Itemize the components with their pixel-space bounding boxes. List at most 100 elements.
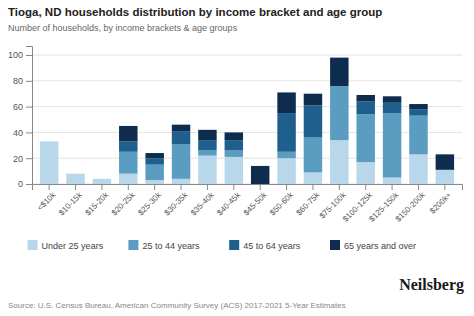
bar [383,113,401,177]
legend-swatch [330,240,340,250]
x-tick-label: $30-35k [163,190,191,218]
y-tick-label: 80 [13,76,23,86]
bar [145,180,163,184]
bar [66,174,84,184]
title: Tioga, ND households distribution by inc… [8,6,382,18]
bar [356,162,374,184]
y-tick: 0 [18,179,32,189]
x-tick: $60-75k [294,184,322,217]
y-tick-mark [26,107,32,108]
y-tick-mark [26,184,32,185]
grid-line [32,80,462,81]
bar [330,140,348,184]
bar [66,173,84,174]
legend-swatch [128,240,138,250]
bar [40,141,58,142]
y-tick-label: 40 [13,128,23,138]
y-tick: 40 [13,128,32,138]
legend-item: Under 25 years [28,240,104,251]
x-tick: $150-200k [394,184,428,224]
bar [225,132,243,140]
legend-item: 65 years and over [330,240,416,251]
x-tick-mark [128,184,129,190]
x-tick-mark [181,184,182,190]
bar [251,166,269,184]
bar [383,96,401,102]
x-tick-mark [233,184,234,190]
legend-label: 25 to 44 years [142,241,200,251]
bar [172,144,190,179]
bar [198,150,216,155]
bar [356,101,374,114]
x-axis-line [33,185,463,191]
bar-series [119,86,428,180]
y-tick-mark [26,132,32,133]
x-tick-label: $50-60k [268,190,296,218]
y-axis: 020406080100 [8,47,33,190]
legend-swatch [28,240,38,250]
bar [225,157,243,184]
legend: Under 25 years 25 to 44 years 45 to 64 yea… [28,240,416,251]
bar [145,165,163,180]
bar [356,114,374,162]
x-tick: $30-35k [163,184,191,217]
bar [93,178,111,179]
x-tick-label: $45-50k [242,190,270,218]
y-axis-line [26,47,33,185]
bar [304,105,322,137]
x-tick-label: $20-25k [110,190,138,218]
bar [409,104,427,109]
x-axis: <$10k$10-15k$15-20k$20-25k$25-30k$30-35k… [33,184,463,224]
bar [119,174,137,184]
x-tick: $15-20k [83,184,111,217]
x-tick: $50-60k [268,184,296,217]
x-tick-mark [312,184,313,190]
y-tick: 80 [13,76,32,86]
y-tick-label: 0 [18,179,23,189]
legend-swatch [229,240,239,250]
bar [304,94,322,106]
subtitle: Number of households, by income brackets… [8,23,238,33]
bar [66,173,84,174]
bar [409,109,427,115]
bar [198,156,216,184]
x-tick-mark [154,184,155,190]
y-tick-mark [26,158,32,159]
legend-item: 45 to 64 years [229,240,301,251]
bar [330,86,348,140]
bar [277,152,295,158]
bar [277,158,295,184]
bar [304,172,322,184]
bar [277,113,295,152]
bar [119,126,137,141]
y-tick-label: 20 [13,154,23,164]
bar [330,58,348,86]
x-tick-mark [418,184,419,190]
bar [145,158,163,164]
bar [40,141,58,142]
y-tick: 100 [8,50,32,60]
bar [93,178,111,179]
x-tick-mark [207,184,208,190]
source: Source: U.S. Census Bureau, American Com… [8,301,346,310]
bar [66,173,84,174]
x-tick: $25-30k [136,184,164,217]
bar-series [119,58,454,184]
y-tick-mark [26,81,32,82]
bar [198,140,216,150]
bars [40,58,454,184]
bar [172,179,190,184]
brand: Neilsberg [399,276,464,294]
x-tick-label: <$10k [36,190,59,213]
legend-label: Under 25 years [42,241,104,251]
x-tick-mark [444,184,445,190]
x-tick-label: $10-15k [57,190,85,218]
x-tick: $200k+ [428,184,453,216]
bar [436,170,454,184]
bar [304,138,322,173]
y-tick: 20 [13,154,32,164]
bar [119,152,137,174]
x-tick-mark [365,184,366,190]
bar [383,178,401,184]
bar-series [119,101,428,164]
